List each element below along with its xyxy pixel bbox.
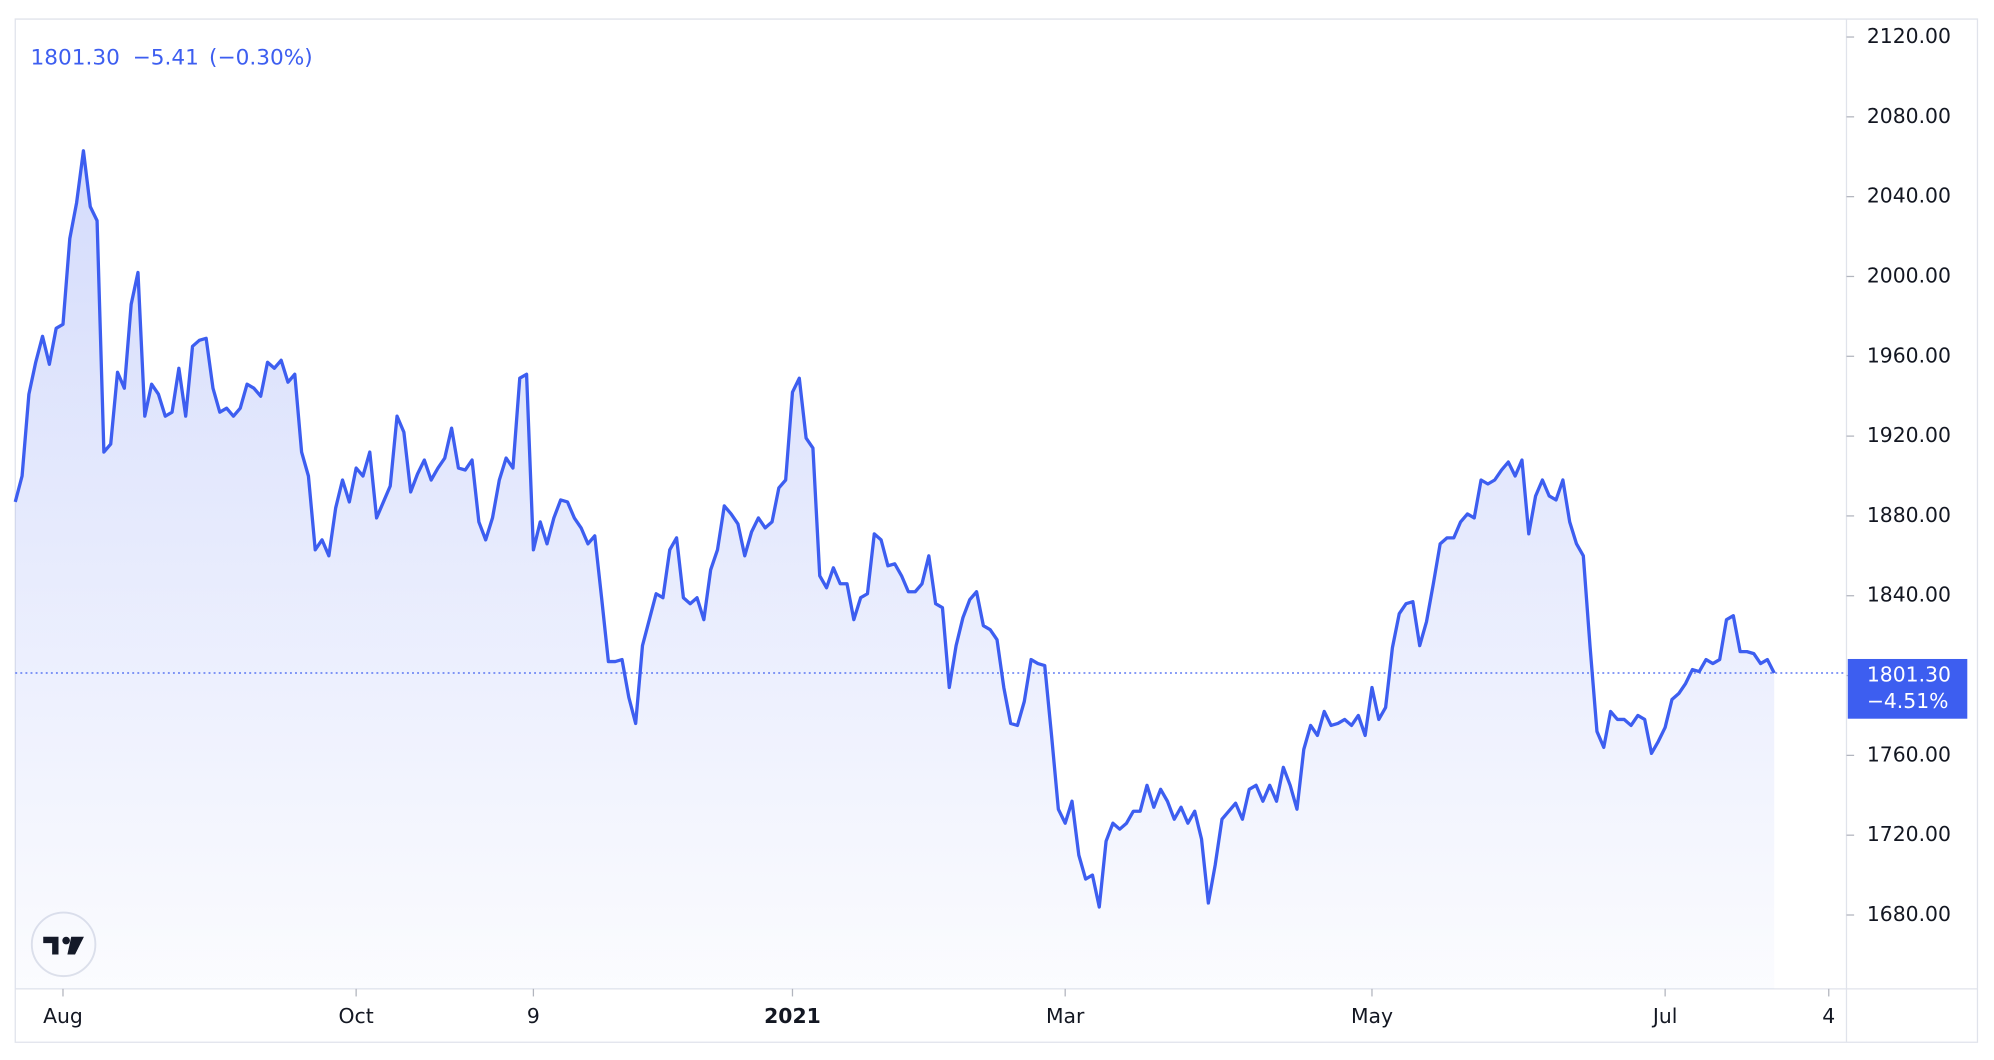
y-tick-label: 2120.00 [1867,24,1951,48]
y-tick-label: 1960.00 [1867,343,1951,367]
price-line [13,149,1776,909]
x-tick-label: Aug [43,1004,83,1028]
price-area [15,150,1775,989]
y-tick-label: 1760.00 [1867,742,1951,766]
x-tick-label: Jul [1651,1004,1678,1028]
y-tick-label: 2000.00 [1867,263,1951,287]
x-tick-label: 4 [1822,1004,1835,1028]
y-tick-label: 1680.00 [1867,902,1951,926]
y-tick-label: 2080.00 [1867,104,1951,128]
last-price-label: 1801.30 [1867,663,1951,687]
legend: 1801.30 −5.41 (−0.30%) [31,45,313,70]
x-tick-label: 9 [527,1004,540,1028]
last-price-badge [1847,658,1968,719]
y-tick-label: 1720.00 [1867,822,1951,846]
y-tick-label: 1840.00 [1867,583,1951,607]
legend-change: −5.41 [133,45,199,70]
legend-change-pct: (−0.30%) [209,45,313,70]
y-tick-label: 2040.00 [1867,184,1951,208]
x-tick-label: May [1351,1004,1393,1028]
last-price-change: −4.51% [1867,689,1949,713]
legend-price: 1801.30 [31,45,120,70]
y-tick-label: 1920.00 [1867,423,1951,447]
y-tick-label: 1880.00 [1867,503,1951,527]
x-tick-label: Oct [339,1004,374,1028]
x-tick-label: Mar [1046,1004,1085,1028]
x-tick-label: 2021 [764,1004,821,1028]
